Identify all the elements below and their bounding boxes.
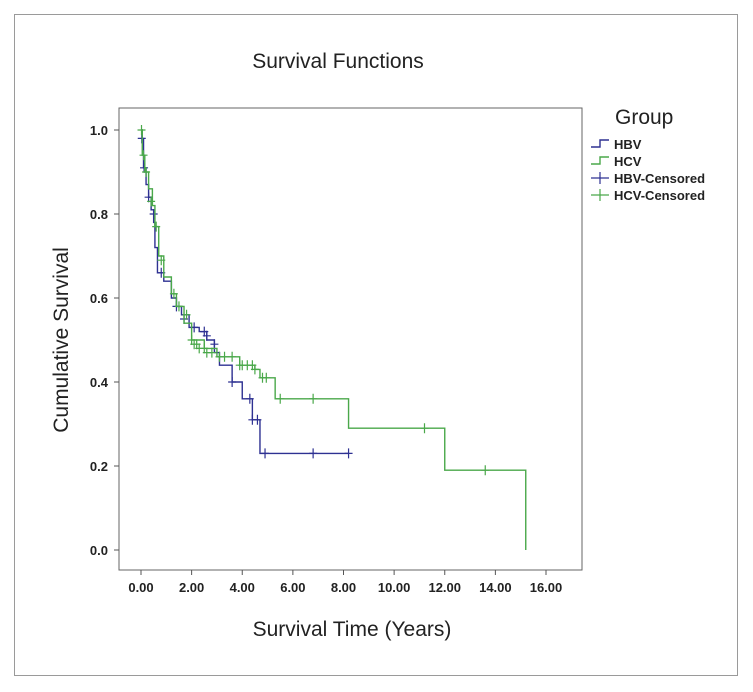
x-tick-label: 4.00	[230, 580, 255, 595]
hcv-censor-mark	[228, 351, 237, 362]
figure-frame	[14, 14, 738, 676]
x-tick-label: 16.00	[530, 580, 563, 595]
hbv-censor-mark	[245, 393, 254, 404]
hbv-censor-mark	[149, 209, 158, 219]
x-tick-label: 0.00	[128, 580, 153, 595]
x-axis: 0.00 2.00 4.00 6.00 8.00 10.00 12.00 14.00 16.00	[128, 570, 562, 595]
x-tick-label: 14.00	[479, 580, 512, 595]
hcv-censor-mark	[157, 255, 166, 266]
hcv-censor-mark	[220, 351, 229, 362]
hbv-censor-mark	[210, 339, 219, 350]
hbv-censor-mark	[140, 162, 149, 173]
hbv-censor-mark	[261, 448, 270, 459]
y-tick-label: 0.6	[90, 291, 108, 306]
hcv-censor-mark	[481, 465, 490, 476]
y-tick-label: 0.8	[90, 207, 108, 222]
x-tick-label: 10.00	[378, 580, 411, 595]
y-axis-label: Cumulative Survival	[50, 247, 73, 433]
hbv-censor-mark	[309, 448, 318, 459]
legend-label-hcv-censored: HCV-Censored	[614, 188, 705, 203]
legend-swatch-hcv	[591, 156, 609, 165]
hcv-censor-mark	[309, 393, 318, 404]
hcv-censor-mark	[174, 301, 183, 312]
hcv-censor-mark	[169, 288, 178, 299]
hbv-censor-mark	[344, 448, 353, 459]
y-tick-label: 0.0	[90, 543, 108, 558]
hcv-survival-line	[141, 129, 527, 550]
x-tick-label: 8.00	[331, 580, 356, 595]
hbv-censor-mark	[253, 414, 262, 425]
plot-area-border	[118, 107, 583, 571]
hcv-censor-mark	[152, 221, 161, 232]
hbv-censor-mark	[228, 377, 237, 387]
legend-swatch-hcv-censored	[591, 189, 609, 201]
x-axis-label: Survival Time (Years)	[253, 618, 452, 641]
x-tick-label: 2.00	[179, 580, 204, 595]
legend-swatch-hbv-censored	[591, 172, 609, 184]
hbv-censor-mark	[202, 330, 211, 341]
legend-label-hcv: HCV	[614, 154, 642, 169]
hcv-censor-mark	[182, 309, 191, 320]
legend: Group HBV HCV HBV-Censored HCV-Censored	[591, 106, 705, 203]
hcv-censor-mark	[139, 150, 148, 161]
hcv-censor-mark	[262, 372, 271, 383]
x-tick-label: 12.00	[428, 580, 461, 595]
hcv-censor-mark	[207, 347, 216, 358]
y-tick-label: 0.4	[90, 375, 109, 390]
y-tick-label: 0.2	[90, 459, 108, 474]
series-layer	[137, 125, 527, 550]
hcv-censor-mark	[142, 167, 151, 177]
y-axis: 0.0 0.2 0.4 0.6 0.8 1.0	[90, 123, 119, 558]
x-tick-label: 6.00	[280, 580, 305, 595]
hcv-censor-mark	[137, 125, 146, 135]
legend-label-hbv-censored: HBV-Censored	[614, 171, 705, 186]
hcv-censor-mark	[250, 364, 259, 375]
hcv-censor-mark	[420, 423, 429, 434]
hcv-censor-mark	[147, 196, 156, 207]
hbv-survival-line	[141, 129, 349, 455]
legend-label-hbv: HBV	[614, 137, 642, 152]
legend-swatch-hbv	[591, 139, 609, 148]
y-tick-label: 1.0	[90, 123, 108, 138]
hcv-censor-mark	[276, 393, 285, 404]
legend-title: Group	[615, 106, 673, 129]
chart-title: Survival Functions	[252, 50, 424, 73]
